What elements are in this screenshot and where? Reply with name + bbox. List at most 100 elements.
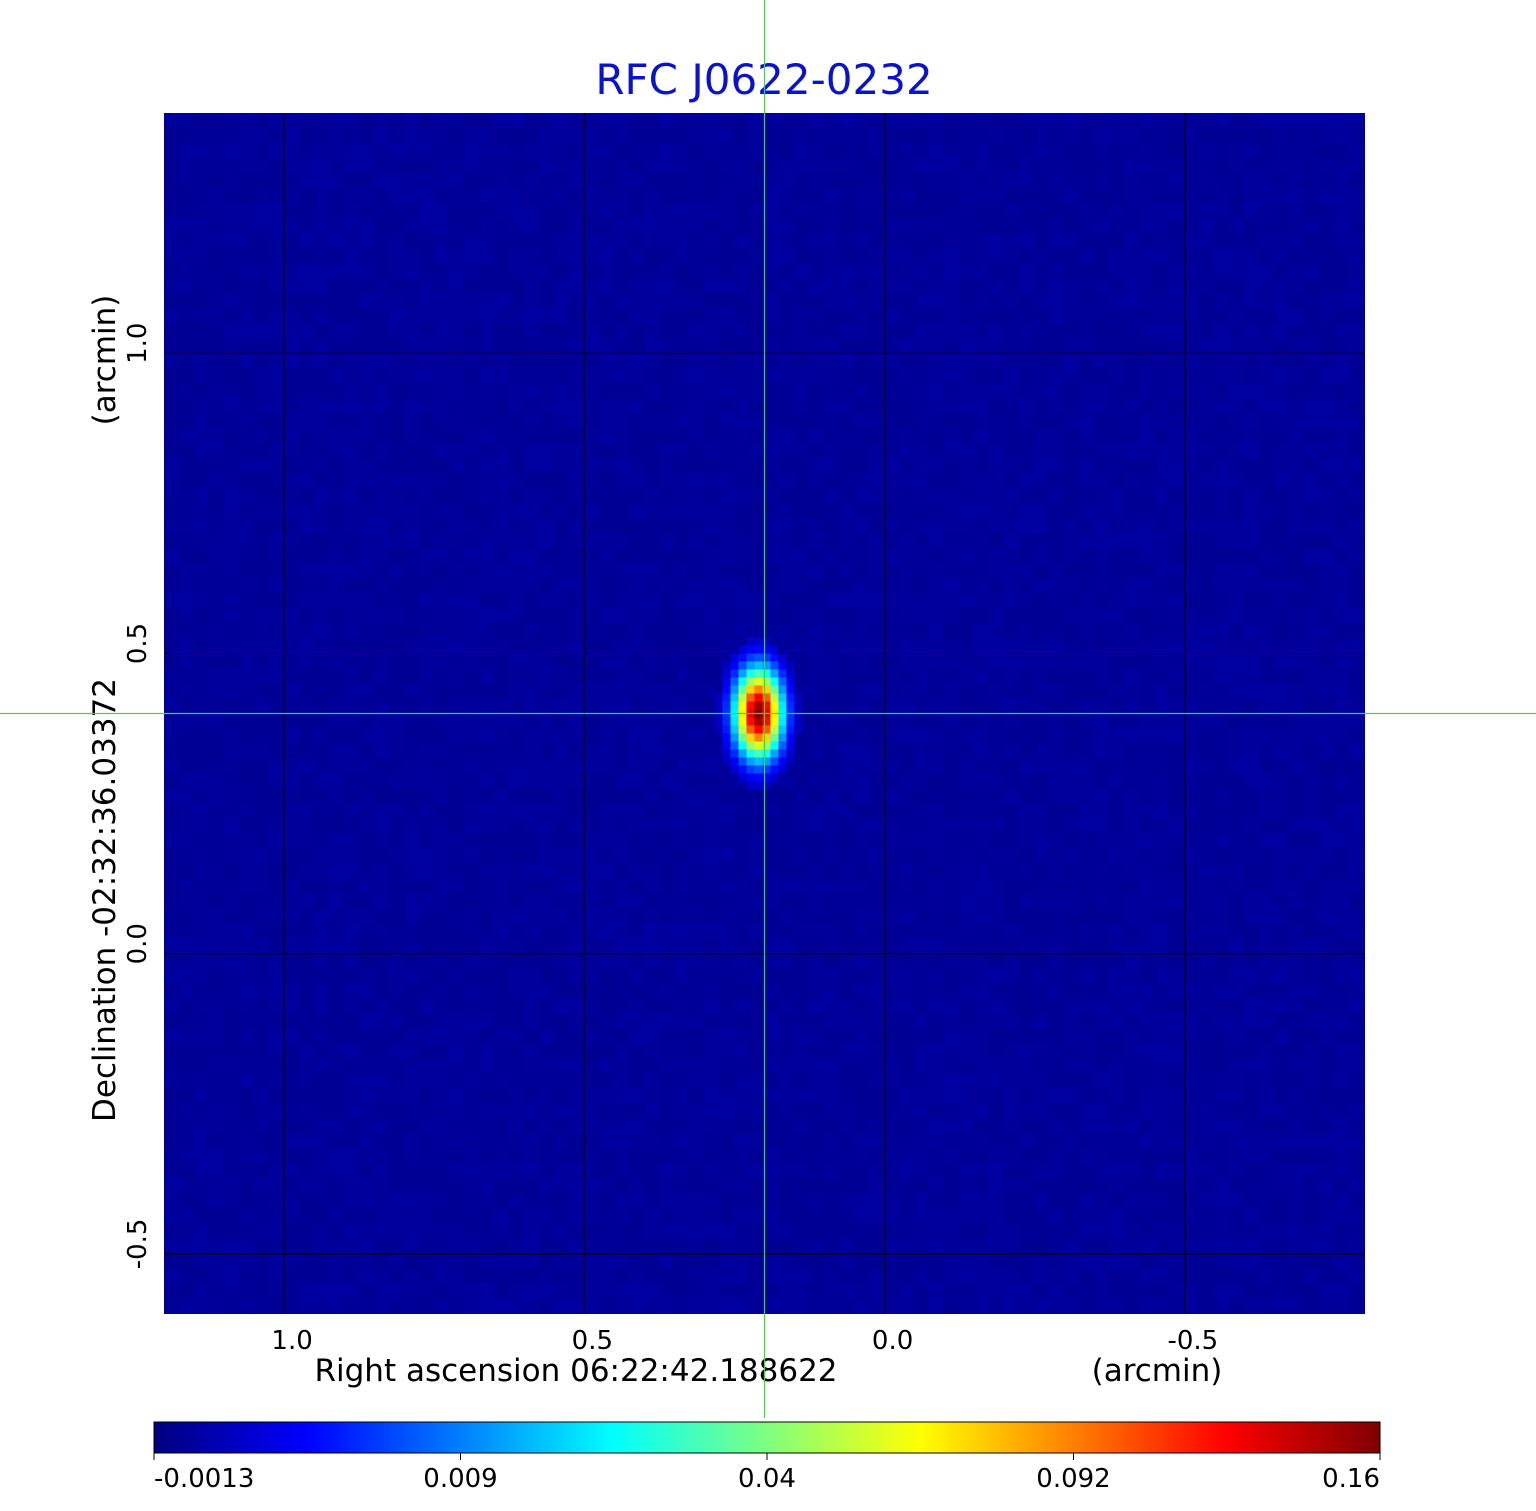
heatmap-cell [224, 698, 239, 713]
heatmap-cell [344, 953, 359, 968]
heatmap-cell [284, 233, 299, 248]
heatmap-cell [1364, 698, 1365, 713]
heatmap-cell [284, 608, 299, 623]
heatmap-cell [1229, 608, 1244, 623]
heatmap-cell [1004, 908, 1019, 923]
heatmap-cell [674, 653, 689, 668]
heatmap-cell [494, 278, 509, 293]
heatmap-cell [1154, 998, 1169, 1013]
heatmap-cell [959, 773, 974, 788]
heatmap-cell [494, 143, 509, 158]
heatmap-cell [254, 548, 269, 563]
heatmap-cell [659, 743, 674, 758]
heatmap-cell [869, 803, 884, 818]
heatmap-cell [1229, 188, 1244, 203]
heatmap-cell [1229, 533, 1244, 548]
heatmap-cell [614, 353, 629, 368]
heatmap-cell [1274, 908, 1289, 923]
heatmap-cell [599, 473, 614, 488]
heatmap-cell [284, 188, 299, 203]
heatmap-cell [1034, 593, 1049, 608]
heatmap-cell [224, 173, 239, 188]
heatmap-cell [404, 413, 419, 428]
heatmap-cell [1364, 218, 1365, 233]
heatmap-cell [1364, 413, 1365, 428]
heatmap-cell [1184, 1013, 1199, 1028]
heatmap-cell [374, 308, 389, 323]
heatmap-cell [1274, 788, 1289, 803]
heatmap-cell [1124, 668, 1139, 683]
heatmap-cell [689, 698, 704, 713]
heatmap-cell [389, 158, 404, 173]
heatmap-cell [674, 698, 689, 713]
heatmap-cell [209, 323, 224, 338]
heatmap-cell [479, 1028, 494, 1043]
heatmap-cell [764, 593, 779, 608]
heatmap-cell [929, 638, 944, 653]
heatmap-cell [899, 848, 914, 863]
heatmap-cell [839, 758, 854, 773]
heatmap-cell [359, 788, 374, 803]
heatmap-cell [329, 998, 344, 1013]
heatmap-cell [164, 458, 179, 473]
heatmap-cell [284, 473, 299, 488]
heatmap-cell [749, 803, 764, 818]
heatmap-cell [854, 1013, 869, 1028]
heatmap-cell [1184, 923, 1199, 938]
heatmap-cell [494, 128, 509, 143]
heatmap-cell [599, 488, 614, 503]
heatmap-cell [899, 413, 914, 428]
heatmap-cell [839, 488, 854, 503]
heatmap-cell [389, 173, 404, 188]
heatmap-cell [1319, 173, 1334, 188]
heatmap-cell [704, 428, 719, 443]
heatmap-cell [359, 578, 374, 593]
heatmap-cell [539, 458, 554, 473]
heatmap-cell [1259, 608, 1274, 623]
heatmap-cell [479, 863, 494, 878]
heatmap-cell [1169, 833, 1184, 848]
heatmap-cell [614, 293, 629, 308]
heatmap-cell [899, 278, 914, 293]
heatmap-cell [1169, 338, 1184, 353]
heatmap-cell [1349, 938, 1364, 953]
heatmap-cell [704, 608, 719, 623]
heatmap-cell [854, 908, 869, 923]
heatmap-cell [734, 263, 749, 278]
heatmap-cell [719, 953, 734, 968]
heatmap-cell [869, 623, 884, 638]
heatmap-cell [344, 503, 359, 518]
heatmap-cell [554, 263, 569, 278]
heatmap-cell [584, 608, 599, 623]
heatmap-cell [1034, 323, 1049, 338]
heatmap-cell [359, 848, 374, 863]
heatmap-cell [524, 608, 539, 623]
heatmap-cell [1349, 578, 1364, 593]
heatmap-cell [1094, 428, 1109, 443]
heatmap-cell [209, 443, 224, 458]
heatmap-cell [419, 893, 434, 908]
heatmap-cell [1034, 458, 1049, 473]
heatmap-cell [494, 518, 509, 533]
heatmap-cell [539, 323, 554, 338]
heatmap-cell [359, 218, 374, 233]
heatmap-cell [374, 638, 389, 653]
heatmap-cell [1259, 128, 1274, 143]
heatmap-cell [1244, 203, 1259, 218]
heatmap-cell [689, 338, 704, 353]
heatmap-cell [1139, 548, 1154, 563]
heatmap-cell [1064, 608, 1079, 623]
heatmap-cell [644, 473, 659, 488]
heatmap-cell [839, 938, 854, 953]
heatmap-cell [1064, 413, 1079, 428]
heatmap-cell [164, 428, 179, 443]
heatmap-cell [719, 428, 734, 443]
heatmap-cell [239, 848, 254, 863]
heatmap-cell [1184, 938, 1199, 953]
heatmap-cell [869, 743, 884, 758]
heatmap-cell [809, 878, 824, 893]
heatmap-cell [449, 818, 464, 833]
heatmap-cell [1064, 533, 1079, 548]
heatmap-cell [494, 623, 509, 638]
heatmap-cell [359, 893, 374, 908]
